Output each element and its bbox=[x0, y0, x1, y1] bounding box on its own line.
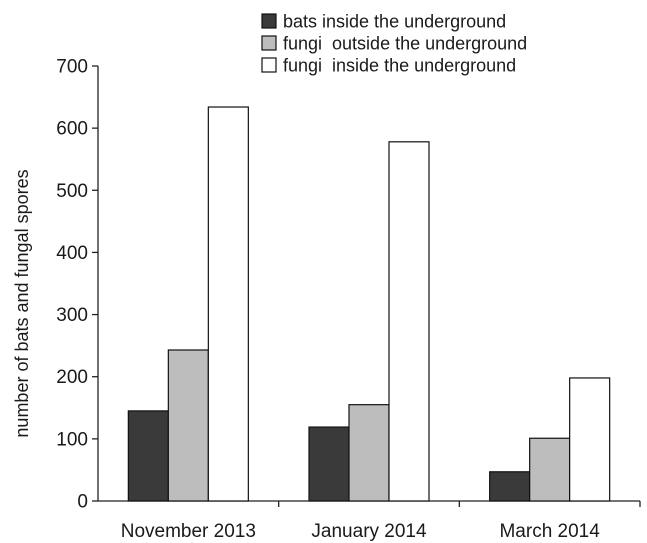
y-tick-label: 500 bbox=[56, 181, 88, 202]
x-tick-label: January 2014 bbox=[311, 521, 427, 542]
y-tick-label: 600 bbox=[56, 119, 88, 140]
bar-1-1 bbox=[127, 410, 169, 502]
y-tick-label: 700 bbox=[56, 57, 88, 78]
bar-3-1 bbox=[207, 106, 249, 502]
bar-1-2 bbox=[308, 426, 350, 502]
bar-2-1 bbox=[167, 349, 209, 502]
bar-1-3 bbox=[489, 471, 531, 502]
legend-label: fungi outside the underground bbox=[283, 34, 527, 54]
y-tick-label: 200 bbox=[56, 367, 88, 388]
legend-label: fungi inside the underground bbox=[283, 56, 516, 76]
bar-3-2 bbox=[388, 141, 430, 502]
bar-2-2 bbox=[348, 404, 390, 502]
legend-label: bats inside the underground bbox=[283, 12, 506, 32]
y-tick-label: 300 bbox=[56, 305, 88, 326]
y-tick-label: 100 bbox=[56, 429, 88, 450]
bars bbox=[127, 106, 611, 502]
legend-swatch bbox=[261, 13, 277, 29]
bar-3-3 bbox=[569, 377, 611, 502]
legend-swatch bbox=[261, 57, 277, 73]
legend-swatch bbox=[261, 35, 277, 51]
x-tick-label: November 2013 bbox=[121, 521, 256, 542]
bar-2-3 bbox=[529, 437, 571, 502]
y-axis: 0 100 200 300 400 500 600 700 bbox=[56, 57, 99, 513]
y-axis-title: number of bats and fungal spores bbox=[12, 169, 32, 437]
y-tick-label: 0 bbox=[77, 492, 88, 513]
x-axis: November 2013 January 2014 March 2014 bbox=[98, 500, 641, 542]
x-tick-label: March 2014 bbox=[499, 521, 600, 542]
y-tick-label: 400 bbox=[56, 243, 88, 264]
